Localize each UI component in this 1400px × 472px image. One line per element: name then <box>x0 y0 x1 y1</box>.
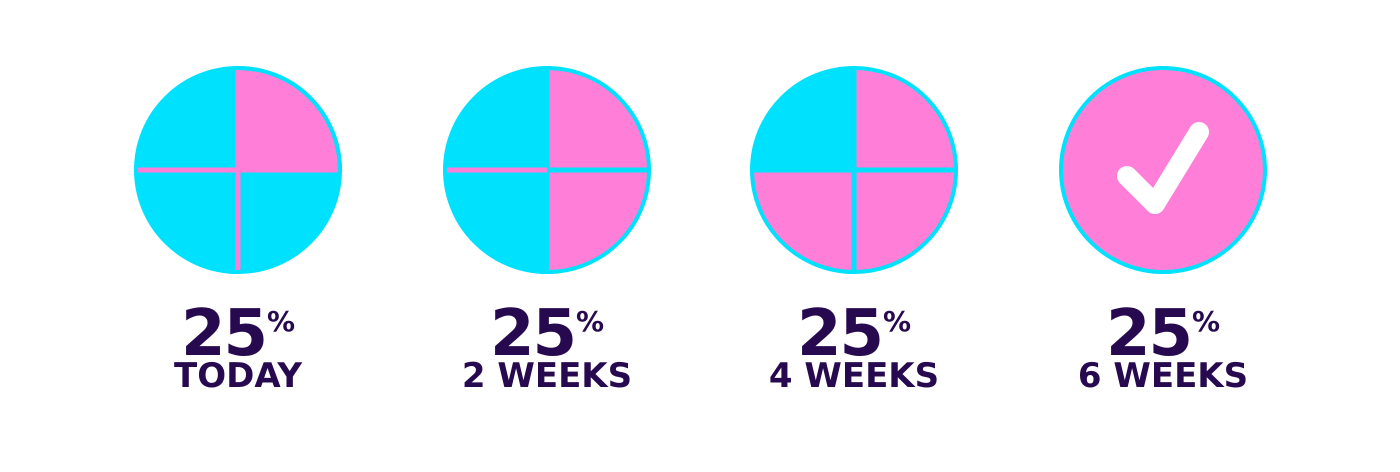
checkmark-icon <box>1117 122 1209 214</box>
percent-value: 25% <box>180 297 296 371</box>
percent-value: 25% <box>1105 297 1221 371</box>
progress-pie-icon <box>134 65 343 274</box>
percent-value: 25% <box>796 297 912 371</box>
milestone-label: 4 WEEKS <box>768 356 940 396</box>
milestone-2-weeks: 25% 2 WEEKS <box>443 66 651 426</box>
milestone-label: 2 WEEKS <box>461 356 633 396</box>
progress-pie-icon <box>443 66 651 274</box>
milestone-label: TODAY <box>174 356 302 396</box>
complete-circle-icon <box>1059 66 1267 274</box>
milestone-today: 25% TODAY <box>134 65 343 426</box>
milestone-label: 6 WEEKS <box>1077 356 1249 396</box>
milestone-6-weeks: 25% 6 WEEKS <box>1059 66 1267 426</box>
percent-value: 25% <box>489 297 605 371</box>
milestone-4-weeks: 25% 4 WEEKS <box>750 66 958 426</box>
progress-pie-icon <box>750 66 958 274</box>
pie-quarter-top-left <box>752 68 854 170</box>
